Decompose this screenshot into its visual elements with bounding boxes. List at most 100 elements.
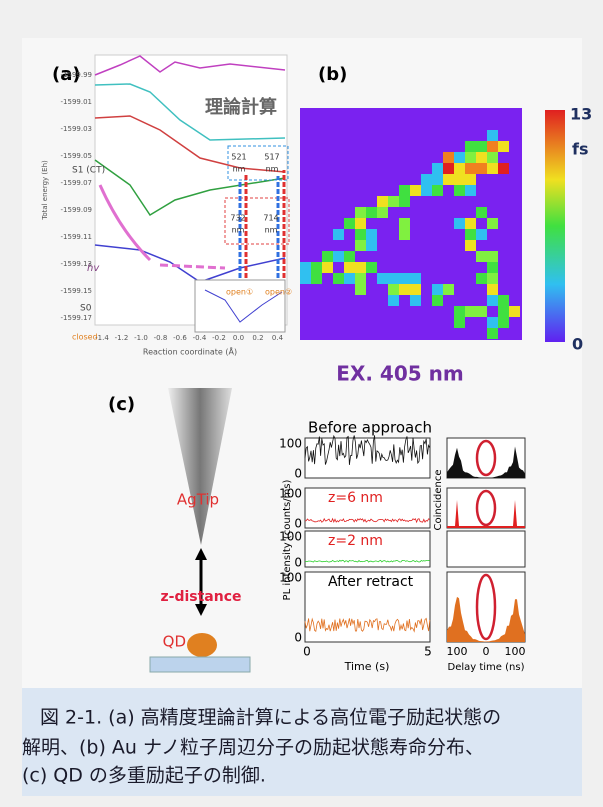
tip-label: AgTip	[177, 491, 219, 509]
cell	[333, 251, 344, 262]
dot-label: QD	[163, 633, 186, 651]
cell	[355, 229, 366, 240]
y-tick-label: 0	[294, 556, 302, 570]
cell	[432, 163, 443, 174]
x-tick-label: -0.4	[193, 334, 207, 342]
colorbar-label: 13	[570, 105, 592, 124]
cell	[476, 163, 487, 174]
cell	[355, 273, 366, 284]
cell	[454, 152, 465, 163]
cell	[454, 163, 465, 174]
cell	[454, 174, 465, 185]
cell	[366, 207, 377, 218]
y-tick-label: -1599.07	[61, 179, 92, 187]
x-tick-label: -0.6	[173, 334, 187, 342]
trace-label: Before approach	[308, 419, 432, 437]
cell	[476, 207, 487, 218]
state-label: S0	[80, 304, 92, 314]
cell	[465, 240, 476, 251]
y-tick-label: 0	[294, 467, 302, 481]
axis-label: Coincidence	[433, 470, 444, 531]
cell	[465, 174, 476, 185]
cell	[355, 240, 366, 251]
box-label: nm	[233, 165, 246, 174]
cell	[476, 141, 487, 152]
overlay-title: 理論計算	[205, 96, 277, 118]
hist-frame	[447, 488, 525, 528]
cell	[487, 251, 498, 262]
panel-label: (b)	[318, 64, 347, 85]
cell	[487, 130, 498, 141]
colorbar-label: fs	[572, 140, 588, 159]
axis-label: Total energy (Eh)	[41, 160, 49, 221]
trace-label: After retract	[328, 574, 414, 590]
y-tick-label: -1599.11	[61, 233, 92, 241]
trace-label: z=6 nm	[328, 490, 383, 506]
cell	[432, 295, 443, 306]
y-tick-label: 0	[294, 631, 302, 645]
cell	[487, 317, 498, 328]
cell	[465, 306, 476, 317]
cell	[465, 229, 476, 240]
cell	[399, 185, 410, 196]
cell	[487, 328, 498, 339]
box-label: 732	[230, 214, 245, 223]
cell	[432, 185, 443, 196]
cell	[355, 218, 366, 229]
cell	[487, 273, 498, 284]
cell	[487, 262, 498, 273]
cell	[399, 196, 410, 207]
cell	[388, 295, 399, 306]
box-label: nm	[232, 226, 245, 235]
cell	[509, 306, 520, 317]
quantum-dot	[187, 633, 217, 657]
y-tick-label: -1599.03	[61, 125, 92, 133]
box-label: 714	[263, 214, 278, 223]
y-tick-label: -1599.15	[61, 287, 92, 295]
cell	[465, 218, 476, 229]
state-label: open①	[226, 288, 253, 297]
caption-line: 図 2-1. (a) 高精度理論計算による高位電子励起状態の	[40, 707, 501, 729]
cell	[498, 317, 509, 328]
x-tick-label: 0	[483, 645, 490, 658]
cell	[344, 273, 355, 284]
box-label: nm	[266, 165, 279, 174]
cell	[454, 317, 465, 328]
cell	[443, 284, 454, 295]
cell	[421, 174, 432, 185]
cell	[366, 229, 377, 240]
cell	[498, 306, 509, 317]
x-tick-label: 0	[303, 645, 311, 659]
cell	[399, 284, 410, 295]
state-label: S1 (CT)	[72, 166, 105, 176]
cell	[465, 185, 476, 196]
cell	[421, 185, 432, 196]
y-tick-label: -1599.01	[61, 98, 92, 106]
x-tick-label: -0.8	[154, 334, 168, 342]
panel-label: (c)	[108, 394, 135, 415]
cell	[465, 141, 476, 152]
cell	[311, 262, 322, 273]
x-tick-label: -1.0	[134, 334, 148, 342]
trace-label: z=2 nm	[328, 533, 383, 549]
distance-label: z-distance	[160, 589, 241, 605]
cell	[454, 185, 465, 196]
caption-line: (c) QD の多重励起子の制御.	[22, 765, 266, 787]
box-label: 521	[231, 153, 246, 162]
cell	[476, 273, 487, 284]
cell	[322, 262, 333, 273]
cell	[377, 196, 388, 207]
cell	[399, 273, 410, 284]
cell	[498, 295, 509, 306]
y-tick-label: 0	[294, 517, 302, 531]
cell	[487, 218, 498, 229]
x-tick-label: 100	[447, 645, 468, 658]
cell	[410, 185, 421, 196]
cell	[443, 174, 454, 185]
x-tick-label: 0.2	[252, 334, 263, 342]
cell	[300, 262, 311, 273]
cell	[366, 240, 377, 251]
cell	[355, 262, 366, 273]
cell	[399, 218, 410, 229]
cell	[476, 152, 487, 163]
